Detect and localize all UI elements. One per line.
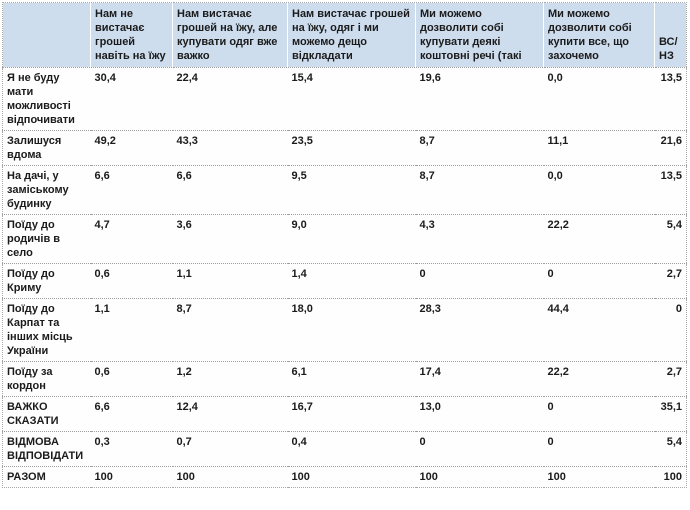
value-cell: 0,0: [543, 165, 655, 215]
table-row: Поїду до Карпат та інших місць України 1,…: [2, 298, 687, 362]
column-header: ВС/НЗ: [654, 2, 687, 68]
value-cell: 3,6: [172, 214, 288, 264]
column-header: Нам вистачає грошей на їжу, але купувати…: [172, 2, 288, 68]
value-cell: 0,6: [90, 361, 173, 397]
table-header: Нам не вистачає грошей навіть на їжу Нам …: [2, 2, 687, 68]
row-label: РАЗОМ: [2, 466, 91, 488]
table-row: Поїду за кордон 0,6 1,2 6,1 17,4 22,2 2,7: [2, 361, 687, 397]
value-cell: 9,5: [287, 165, 416, 215]
column-header: Ми можемо дозволити собі купити все, що …: [543, 2, 655, 68]
value-cell: 0: [654, 298, 687, 362]
value-cell: 43,3: [172, 130, 288, 166]
value-cell: 0,4: [287, 431, 416, 467]
column-header: Ми можемо дозволити собі купувати деякі …: [415, 2, 544, 68]
header-row: Нам не вистачає грошей навіть на їжу Нам …: [2, 2, 687, 68]
value-cell: 0: [543, 396, 655, 432]
table-body: Я не буду мати можливості відпочивати 30,…: [2, 67, 687, 488]
table-row: РАЗОМ 100 100 100 100 100 100: [2, 466, 687, 488]
value-cell: 4,7: [90, 214, 173, 264]
column-header: Нам вистачає грошей на їжу, одяг і ми мо…: [287, 2, 416, 68]
value-cell: 100: [90, 466, 173, 488]
value-cell: 28,3: [415, 298, 544, 362]
table-row: ВАЖКО СКАЗАТИ 6,6 12,4 16,7 13,0 0 35,1: [2, 396, 687, 432]
value-cell: 5,4: [654, 214, 687, 264]
value-cell: 8,7: [172, 298, 288, 362]
value-cell: 100: [543, 466, 655, 488]
value-cell: 23,5: [287, 130, 416, 166]
value-cell: 0: [415, 431, 544, 467]
row-label: Поїду до родичів в село: [2, 214, 91, 264]
value-cell: 100: [287, 466, 416, 488]
value-cell: 9,0: [287, 214, 416, 264]
value-cell: 100: [654, 466, 687, 488]
value-cell: 0: [543, 431, 655, 467]
table-row: Залишуся вдома 49,2 43,3 23,5 8,7 11,1 21,6: [2, 130, 687, 166]
value-cell: 22,2: [543, 361, 655, 397]
value-cell: 1,4: [287, 263, 416, 299]
table-row: Поїду до родичів в село 4,7 3,6 9,0 4,3 22,2 5…: [2, 214, 687, 264]
value-cell: 0: [543, 263, 655, 299]
value-cell: 49,2: [90, 130, 173, 166]
survey-results-table: Нам не вистачає грошей навіть на їжу Нам …: [2, 2, 687, 488]
value-cell: 22,2: [543, 214, 655, 264]
value-cell: 6,1: [287, 361, 416, 397]
value-cell: 16,7: [287, 396, 416, 432]
row-label: ВІДМОВА ВІДПОВІДАТИ: [2, 431, 91, 467]
value-cell: 1,1: [90, 298, 173, 362]
value-cell: 2,7: [654, 263, 687, 299]
table-row: Поїду до Криму 0,6 1,1 1,4 0 0 2,7: [2, 263, 687, 299]
row-label: Поїду до Криму: [2, 263, 91, 299]
value-cell: 6,6: [90, 396, 173, 432]
table-row: Я не буду мати можливості відпочивати 30,…: [2, 67, 687, 131]
value-cell: 2,7: [654, 361, 687, 397]
value-cell: 13,5: [654, 67, 687, 131]
row-label: Поїду до Карпат та інших місць України: [2, 298, 91, 362]
value-cell: 0,7: [172, 431, 288, 467]
value-cell: 13,5: [654, 165, 687, 215]
value-cell: 22,4: [172, 67, 288, 131]
value-cell: 0,3: [90, 431, 173, 467]
value-cell: 0,6: [90, 263, 173, 299]
value-cell: 8,7: [415, 165, 544, 215]
value-cell: 13,0: [415, 396, 544, 432]
value-cell: 12,4: [172, 396, 288, 432]
value-cell: 19,6: [415, 67, 544, 131]
value-cell: 1,1: [172, 263, 288, 299]
row-label: ВАЖКО СКАЗАТИ: [2, 396, 91, 432]
value-cell: 100: [415, 466, 544, 488]
value-cell: 17,4: [415, 361, 544, 397]
corner-cell: [2, 2, 91, 68]
row-label: Я не буду мати можливості відпочивати: [2, 67, 91, 131]
value-cell: 8,7: [415, 130, 544, 166]
value-cell: 35,1: [654, 396, 687, 432]
table-row: На дачі, у заміському будинку 6,6 6,6 9,5 8,…: [2, 165, 687, 215]
value-cell: 21,6: [654, 130, 687, 166]
value-cell: 6,6: [90, 165, 173, 215]
table-row: ВІДМОВА ВІДПОВІДАТИ 0,3 0,7 0,4 0 0 5,4: [2, 431, 687, 467]
row-label: Поїду за кордон: [2, 361, 91, 397]
value-cell: 100: [172, 466, 288, 488]
value-cell: 11,1: [543, 130, 655, 166]
value-cell: 18,0: [287, 298, 416, 362]
value-cell: 4,3: [415, 214, 544, 264]
value-cell: 0,0: [543, 67, 655, 131]
row-label: На дачі, у заміському будинку: [2, 165, 91, 215]
value-cell: 15,4: [287, 67, 416, 131]
value-cell: 44,4: [543, 298, 655, 362]
value-cell: 5,4: [654, 431, 687, 467]
row-label: Залишуся вдома: [2, 130, 91, 166]
column-header: Нам не вистачає грошей навіть на їжу: [90, 2, 173, 68]
value-cell: 6,6: [172, 165, 288, 215]
value-cell: 30,4: [90, 67, 173, 131]
value-cell: 0: [415, 263, 544, 299]
value-cell: 1,2: [172, 361, 288, 397]
